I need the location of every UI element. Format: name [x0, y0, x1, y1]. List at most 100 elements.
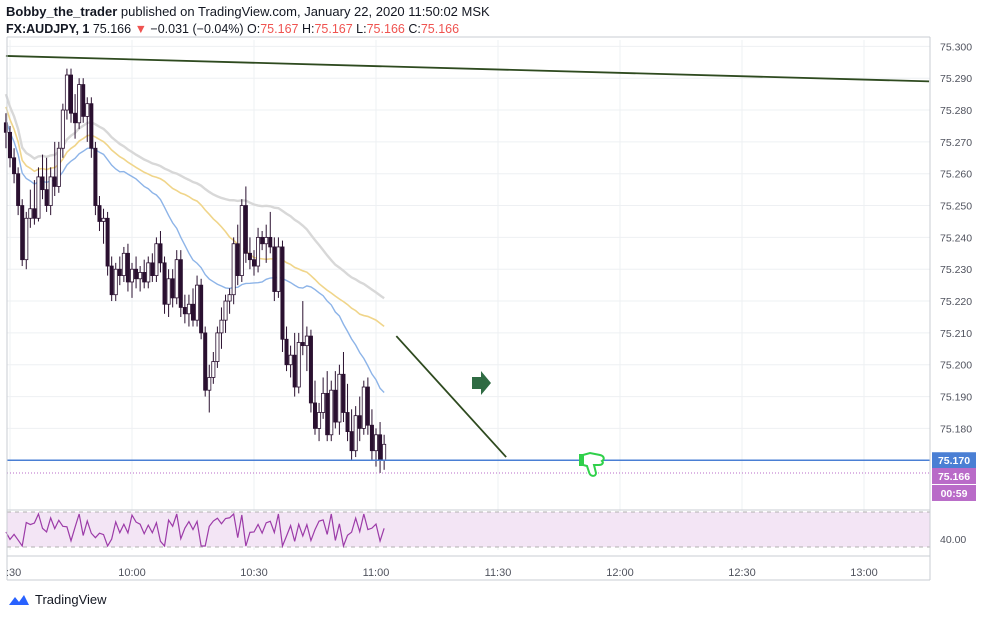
- candle-26: [109, 256, 114, 302]
- candle-25: [105, 211, 110, 276]
- candle-17: [73, 94, 78, 139]
- candle-3: [16, 167, 21, 216]
- level-price-badge: 75.170: [932, 452, 976, 469]
- candle-50: [207, 364, 212, 413]
- candle-64: [264, 224, 269, 263]
- candle-47: [195, 275, 200, 327]
- y-tick-label: 75.260: [940, 169, 972, 181]
- candle-76: [312, 380, 317, 435]
- x-tick-label: 12:30: [728, 567, 756, 579]
- thumbs-down-icon[interactable]: [579, 451, 605, 477]
- price-chart[interactable]: 75.300 75.290 75.280 75.270 75.260 75.250 75.2…: [0, 0, 988, 590]
- candle-78: [321, 377, 326, 419]
- y-tick-label: 75.230: [940, 264, 972, 276]
- candle-73: [300, 301, 305, 356]
- svg-text:00:59: 00:59: [941, 488, 968, 500]
- y-tick-label: 75.190: [940, 392, 972, 404]
- candle-22: [93, 141, 98, 216]
- candle-33: [138, 266, 143, 292]
- candle-11: [48, 167, 53, 216]
- candle-70: [288, 345, 293, 378]
- quote-line: FX:AUDJPY, 1 75.166 ▼ −0.031 (−0.04%) O:…: [6, 21, 459, 38]
- candle-55: [227, 288, 232, 314]
- moving-averages: [4, 93, 385, 393]
- candle-48: [199, 278, 204, 340]
- candle-71: [292, 332, 297, 397]
- low-value: 75.166: [366, 22, 405, 36]
- candle-43: [178, 250, 183, 317]
- candle-86: [353, 406, 358, 458]
- rsi-tick-label: 40.00: [940, 534, 966, 546]
- candle-85: [349, 409, 354, 461]
- last-price: 75.166: [92, 22, 132, 36]
- candle-37: [154, 237, 159, 282]
- y-tick-label: 75.300: [940, 41, 972, 53]
- candle-14: [60, 103, 65, 158]
- candle-68: [280, 240, 285, 352]
- candle-77: [317, 402, 322, 442]
- close-value: 75.166: [420, 22, 460, 36]
- candle-44: [182, 294, 187, 324]
- trendline-down[interactable]: [395, 335, 507, 458]
- candle-42: [174, 250, 179, 305]
- candle-61: [251, 250, 256, 276]
- candle-51: [211, 352, 216, 384]
- candle-20: [85, 97, 90, 142]
- y-tick-label: 75.250: [940, 201, 972, 213]
- y-tick-label: 75.220: [940, 296, 972, 308]
- y-tick-label: 75.240: [940, 232, 972, 244]
- candle-39: [162, 256, 167, 314]
- author-name[interactable]: Bobby_the_trader: [6, 4, 118, 19]
- candle-59: [243, 186, 248, 263]
- high-label: H:: [301, 22, 315, 36]
- candle-41: [170, 269, 175, 308]
- candle-29: [121, 246, 126, 282]
- candle-28: [117, 256, 122, 286]
- candle-10: [44, 157, 49, 212]
- svg-text:75.166: 75.166: [938, 471, 970, 483]
- x-tick-label: 12:00: [606, 567, 634, 579]
- open-label: O:: [247, 22, 261, 36]
- candle-45: [186, 294, 191, 327]
- candle-46: [190, 288, 195, 327]
- candle-30: [125, 243, 130, 292]
- candle-54: [223, 294, 228, 333]
- chart-grid: [7, 40, 930, 550]
- brand-name: TradingView: [35, 592, 107, 607]
- rsi-pane[interactable]: [5, 511, 930, 549]
- arrow-marker-icon[interactable]: [472, 371, 491, 395]
- candle-18: [77, 78, 82, 130]
- candle-53: [219, 307, 224, 349]
- candle-63: [260, 231, 265, 251]
- svg-text:75.170: 75.170: [938, 455, 970, 467]
- candle-13: [56, 141, 61, 193]
- candle-83: [341, 352, 346, 423]
- y-tick-label: 75.210: [940, 328, 972, 340]
- candle-88: [361, 380, 366, 435]
- candle-56: [231, 237, 236, 305]
- candle-90: [369, 409, 374, 461]
- axes-group: 75.300 75.290 75.280 75.270 75.260 75.250 75.2…: [6, 36, 976, 581]
- candle-67: [276, 237, 281, 298]
- publish-header: Bobby_the_trader published on TradingVie…: [6, 3, 490, 20]
- candle-1: [7, 125, 12, 168]
- candle-52: [215, 326, 220, 368]
- tradingview-logo-icon: [9, 594, 29, 605]
- candle-80: [329, 380, 334, 442]
- candle-38: [158, 231, 163, 273]
- footer-brand[interactable]: TradingView: [8, 592, 107, 607]
- candle-58: [239, 199, 244, 282]
- candle-74: [304, 326, 309, 372]
- candle-19: [81, 78, 86, 123]
- rsi-line: [5, 512, 385, 549]
- candle-32: [134, 256, 139, 289]
- candle-7: [32, 180, 37, 225]
- candle-65: [268, 211, 273, 254]
- candle-15: [64, 68, 69, 120]
- x-tick-label: :30: [6, 567, 21, 579]
- trendline-top[interactable]: [5, 55, 930, 83]
- candle-62: [256, 227, 261, 273]
- x-tick-label: 11:30: [485, 567, 512, 579]
- symbol-label[interactable]: FX:AUDJPY, 1: [6, 22, 90, 36]
- candle-16: [69, 68, 74, 123]
